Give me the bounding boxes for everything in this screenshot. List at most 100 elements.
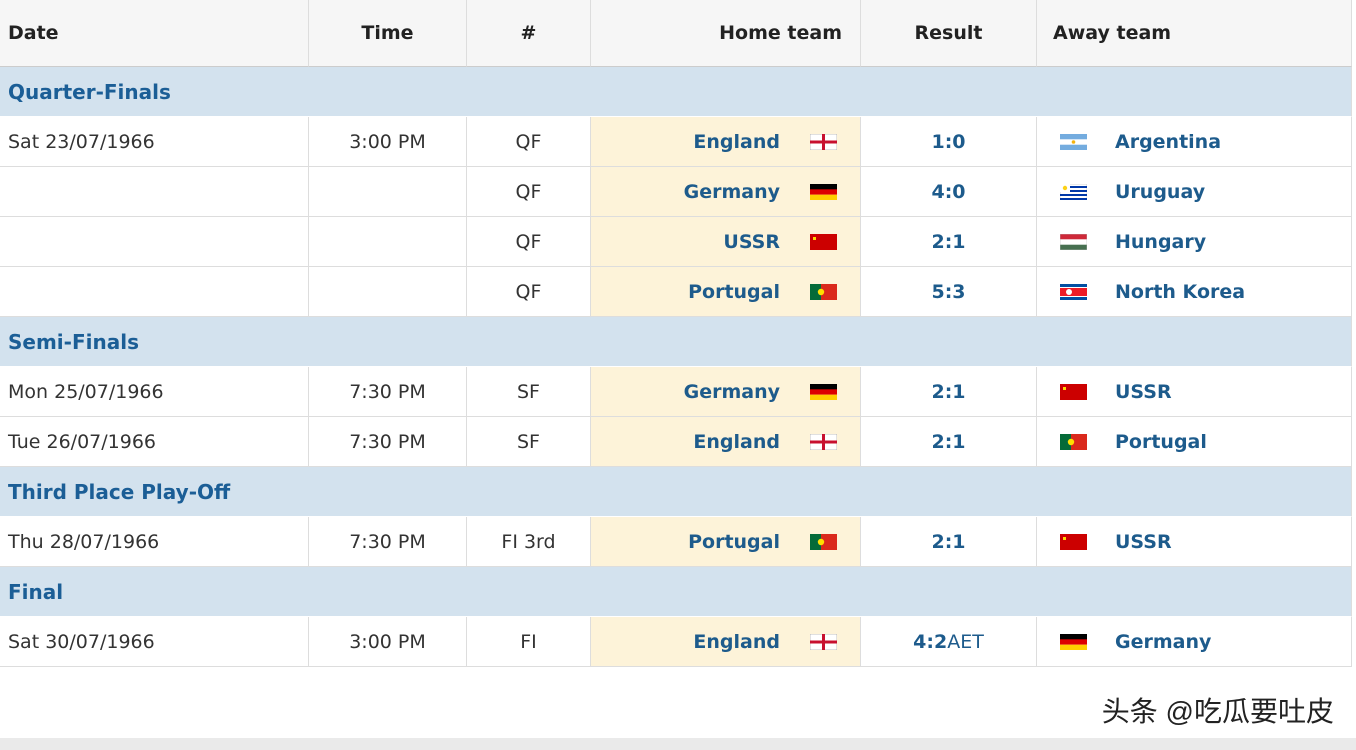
match-num: QF — [467, 267, 591, 317]
watermark: 头条 @吃瓜要吐皮 — [1101, 696, 1334, 727]
result-note: AET — [947, 630, 984, 653]
result[interactable]: 1:0 — [931, 130, 966, 153]
match-num: QF — [467, 167, 591, 217]
home-cell: Germany — [591, 367, 861, 417]
flag — [810, 284, 837, 300]
match-time: 3:00 PM — [309, 617, 467, 667]
flag — [810, 434, 837, 450]
away-team[interactable]: USSR — [1115, 380, 1172, 403]
match-num: FI — [467, 617, 591, 667]
home-team[interactable]: Portugal — [688, 530, 780, 553]
home-team[interactable]: Portugal — [688, 280, 780, 303]
home-team[interactable]: USSR — [723, 230, 780, 253]
match-time: 3:00 PM — [309, 117, 467, 167]
match-date: Sat 30/07/1966 — [0, 617, 309, 667]
away-cell: Hungary — [1037, 217, 1352, 267]
flag — [1060, 134, 1087, 150]
away-cell: Portugal — [1037, 417, 1352, 467]
flag — [810, 384, 837, 400]
match-num: QF — [467, 217, 591, 267]
home-cell: England — [591, 117, 861, 167]
flag — [810, 634, 837, 650]
column-header: Date — [0, 0, 309, 67]
result[interactable]: 2:1 — [931, 530, 966, 553]
result-cell: 1:0 — [861, 117, 1037, 167]
home-cell: England — [591, 617, 861, 667]
match-date: Sat 23/07/1966 — [0, 117, 309, 167]
away-team[interactable]: Hungary — [1115, 230, 1207, 253]
match-num: SF — [467, 417, 591, 467]
home-cell: Germany — [591, 167, 861, 217]
section-title: Third Place Play-Off — [0, 467, 1352, 517]
home-cell: Portugal — [591, 267, 861, 317]
flag — [1060, 634, 1087, 650]
away-team[interactable]: Germany — [1115, 630, 1212, 653]
section-title: Semi-Finals — [0, 317, 1352, 367]
match-time — [309, 267, 467, 317]
home-team[interactable]: England — [693, 630, 780, 653]
away-team[interactable]: Argentina — [1115, 130, 1222, 153]
home-team[interactable]: England — [693, 130, 780, 153]
result-cell: 4:0 — [861, 167, 1037, 217]
footer-bar — [0, 738, 1356, 750]
match-date: Mon 25/07/1966 — [0, 367, 309, 417]
match-time: 7:30 PM — [309, 417, 467, 467]
flag — [810, 234, 837, 250]
column-header: Result — [861, 0, 1037, 67]
away-cell: Argentina — [1037, 117, 1352, 167]
away-cell: USSR — [1037, 517, 1352, 567]
match-num: QF — [467, 117, 591, 167]
match-num: FI 3rd — [467, 517, 591, 567]
column-header: Home team — [591, 0, 861, 67]
away-team[interactable]: North Korea — [1115, 280, 1246, 303]
away-cell: North Korea — [1037, 267, 1352, 317]
result[interactable]: 2:1 — [931, 430, 966, 453]
result-cell: 4:2 AET — [861, 617, 1037, 667]
away-team[interactable]: Uruguay — [1115, 180, 1206, 203]
home-cell: England — [591, 417, 861, 467]
match-date: Thu 28/07/1966 — [0, 517, 309, 567]
flag — [810, 134, 837, 150]
home-team[interactable]: Germany — [683, 180, 780, 203]
column-header: Time — [309, 0, 467, 67]
away-cell: Germany — [1037, 617, 1352, 667]
away-team[interactable]: USSR — [1115, 530, 1172, 553]
home-cell: USSR — [591, 217, 861, 267]
away-team[interactable]: Portugal — [1115, 430, 1207, 453]
result[interactable]: 4:0 — [931, 180, 966, 203]
column-header: Away team — [1037, 0, 1352, 67]
result-cell: 2:1 — [861, 417, 1037, 467]
home-team[interactable]: England — [693, 430, 780, 453]
section-title: Final — [0, 567, 1352, 617]
result[interactable]: 4:2 — [913, 630, 948, 653]
result-cell: 2:1 — [861, 517, 1037, 567]
flag — [810, 534, 837, 550]
match-date — [0, 267, 309, 317]
match-time: 7:30 PM — [309, 367, 467, 417]
match-date — [0, 217, 309, 267]
flag — [1060, 284, 1087, 300]
away-cell: Uruguay — [1037, 167, 1352, 217]
away-cell: USSR — [1037, 367, 1352, 417]
match-num: SF — [467, 367, 591, 417]
match-time — [309, 167, 467, 217]
section-title: Quarter-Finals — [0, 67, 1352, 117]
result-cell: 2:1 — [861, 217, 1037, 267]
match-time: 7:30 PM — [309, 517, 467, 567]
flag — [1060, 184, 1087, 200]
match-date: Tue 26/07/1966 — [0, 417, 309, 467]
home-cell: Portugal — [591, 517, 861, 567]
result[interactable]: 5:3 — [931, 280, 966, 303]
result[interactable]: 2:1 — [931, 380, 966, 403]
flag — [1060, 534, 1087, 550]
flag — [1060, 234, 1087, 250]
match-time — [309, 217, 467, 267]
home-team[interactable]: Germany — [683, 380, 780, 403]
result-cell: 2:1 — [861, 367, 1037, 417]
result-cell: 5:3 — [861, 267, 1037, 317]
match-date — [0, 167, 309, 217]
flag — [1060, 384, 1087, 400]
flag — [1060, 434, 1087, 450]
result[interactable]: 2:1 — [931, 230, 966, 253]
